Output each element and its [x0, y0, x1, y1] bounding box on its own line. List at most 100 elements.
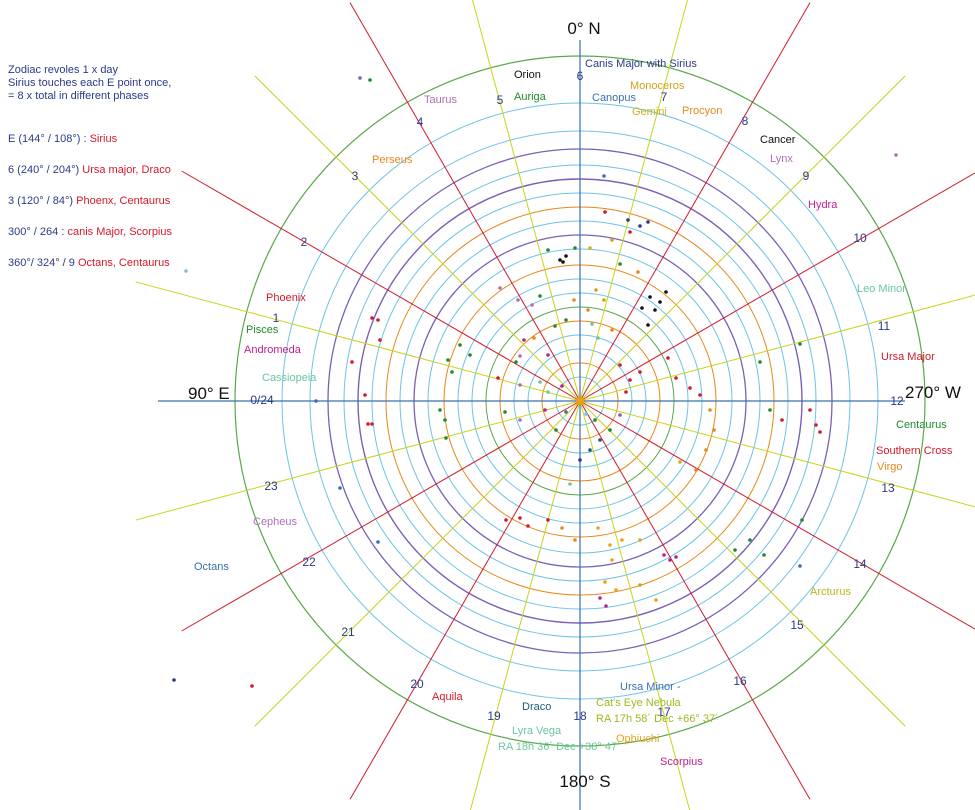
hour-radial-line: [254, 75, 581, 402]
constellation-label: Centaurus: [896, 419, 947, 431]
star-dot: [314, 399, 318, 403]
hour-label: 15: [790, 618, 804, 632]
note-entry: 300° / 264 : canis Major, Scorpius: [8, 226, 208, 257]
constellation-label: Aquila: [432, 691, 463, 703]
star-dot: [668, 558, 672, 562]
star-dot: [376, 540, 380, 544]
star-dot: [603, 210, 607, 214]
star-dot: [610, 238, 614, 242]
star-dot: [573, 246, 577, 250]
constellation-label: Draco: [522, 701, 551, 713]
star-dot: [658, 300, 662, 304]
constellation-label: Southern Cross: [876, 445, 953, 457]
star-dot: [780, 418, 784, 422]
star-dot: [798, 564, 802, 568]
hour-radial-line: [469, 400, 581, 810]
constellation-label: Scorpius: [660, 756, 703, 768]
hour-label: 18: [573, 709, 587, 723]
star-dot: [664, 290, 668, 294]
hour-radial-line: [579, 0, 688, 402]
star-dot: [546, 390, 550, 394]
hour-label: 9: [803, 169, 810, 183]
constellation-label: Perseus: [372, 154, 413, 166]
constellation-label: Leo Minor: [857, 283, 906, 295]
star-dot: [598, 438, 602, 442]
note-entry: E (144° / 108°) : Sirius: [8, 133, 208, 164]
star-dot: [458, 343, 462, 347]
star-dot: [568, 482, 572, 486]
star-dot: [646, 220, 650, 224]
star-dot: [588, 246, 592, 250]
star-dot: [674, 376, 678, 380]
hour-label: 8: [742, 114, 749, 128]
star-dots: [172, 76, 898, 688]
star-dot: [762, 553, 766, 557]
star-dot: [654, 598, 658, 602]
note-entry: 3 (120° / 84°) Phoenx, Centaurus: [8, 195, 208, 226]
east-label: 90° E: [188, 384, 230, 403]
constellation-label: Cancer: [760, 134, 796, 146]
star-dot: [638, 224, 642, 228]
hour-radial-line: [579, 2, 811, 402]
star-dot: [498, 286, 502, 290]
hour-label: 6: [577, 69, 584, 83]
star-dot: [584, 412, 588, 416]
hour-label: 10: [853, 231, 867, 245]
constellation-label: Ophiuchi: [616, 733, 659, 745]
star-dot: [638, 583, 642, 587]
star-dot: [704, 448, 708, 452]
star-dot: [638, 538, 642, 542]
star-dot: [588, 448, 592, 452]
star-dot: [596, 336, 600, 340]
star-dot: [800, 518, 804, 522]
star-dot: [532, 336, 536, 340]
star-dot: [543, 408, 547, 412]
note-intro-line: = 8 x total in different phases: [8, 90, 149, 102]
star-dot: [468, 353, 472, 357]
star-dot: [814, 423, 818, 427]
hour-radial-line: [579, 75, 906, 402]
star-dot: [564, 254, 568, 258]
star-dot: [602, 298, 606, 302]
note-entry-key: 6 (240° / 204°): [8, 164, 80, 176]
note-entry-key: E (144° / 108°) :: [8, 133, 87, 145]
constellation-label: Taurus: [424, 94, 458, 106]
constellation-label: Lyra Vega: [512, 725, 562, 737]
constellation-label: Hydra: [808, 199, 838, 211]
constellation-label: Ursa Minor -: [620, 681, 681, 693]
star-dot: [618, 363, 622, 367]
hour-label: 11: [878, 319, 891, 333]
constellation-label: Lynx: [770, 153, 793, 165]
star-dot: [593, 418, 597, 422]
star-dot: [628, 378, 632, 382]
star-dot: [602, 174, 606, 178]
star-dot: [798, 342, 802, 346]
star-dot: [370, 422, 374, 426]
hour-radial-line: [349, 400, 581, 800]
constellation-label: Arcturus: [810, 586, 851, 598]
star-dot: [350, 360, 354, 364]
hour-label: 13: [881, 481, 895, 495]
star-dot: [608, 543, 612, 547]
star-dot: [620, 538, 624, 542]
constellation-labels: Orion Auriga Taurus Perseus Canis Major with…: [194, 58, 953, 768]
star-dot: [678, 460, 682, 464]
note-entry-key: 3 (120° / 84°): [8, 195, 74, 207]
star-dot: [368, 78, 372, 82]
star-dot: [638, 370, 642, 374]
star-dot: [688, 386, 692, 390]
star-dot: [184, 269, 188, 273]
star-dot: [376, 318, 380, 322]
constellation-label: Cassiopeia: [262, 372, 317, 384]
star-dot: [578, 458, 582, 462]
star-dot: [614, 588, 618, 592]
note-entry-value: Ursa major, Draco: [82, 164, 171, 176]
hour-label: 22: [302, 555, 316, 569]
hour-label: 16: [733, 674, 747, 688]
star-dot: [748, 538, 752, 542]
hour-labels: 0/24123456789101112131415161718192021222…: [250, 69, 904, 723]
star-dot: [598, 596, 602, 600]
hour-label: 20: [410, 677, 424, 691]
star-dot: [554, 428, 558, 432]
